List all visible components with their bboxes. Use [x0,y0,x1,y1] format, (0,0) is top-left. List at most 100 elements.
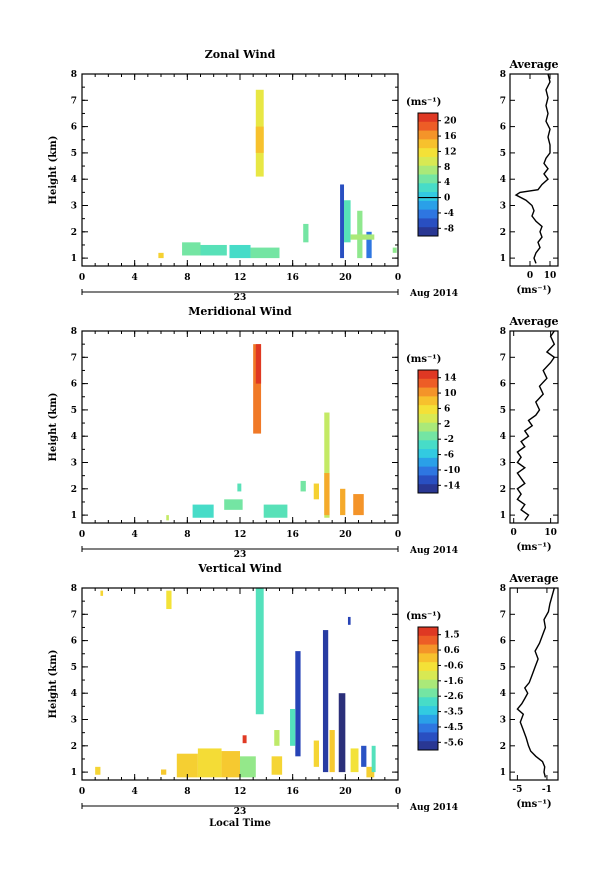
colorbar-tick-label: 12 [444,147,457,157]
data-patch [237,483,242,492]
profile-x-tick-label: -1 [542,785,552,795]
colorbar-tick-label: -2.6 [444,692,463,702]
profile-y-tick-label: 3 [500,716,506,726]
colorbar-label: (ms⁻¹) [406,97,441,108]
date-day-label: 23 [234,807,247,817]
data-patch [338,693,346,773]
data-patch [371,745,376,773]
colorbar-tick-label: -4.5 [444,723,463,733]
x-axis-label: Local Time [209,818,271,829]
colorbar-segment [418,697,438,707]
y-tick-label: 1 [71,768,77,778]
y-tick-label: 3 [71,202,77,212]
profile-y-tick-label: 6 [500,637,506,647]
profile-y-tick-label: 4 [500,432,506,442]
data-patch [250,247,280,259]
x-tick-label: 4 [132,273,138,283]
y-tick-label: 4 [71,689,77,699]
colorbar-segment [418,209,438,219]
colorbar-segment [418,387,438,397]
data-patch [350,748,359,773]
colorbar-segment [418,484,438,494]
colorbar-segment [418,113,438,123]
data-patch [182,242,201,256]
x-tick-label: 16 [286,787,299,797]
y-tick-label: 4 [71,432,77,442]
profile-line [514,73,551,264]
x-tick-label: 4 [132,787,138,797]
profile-line [516,330,556,521]
profile-y-tick-label: 3 [500,202,506,212]
data-patch [161,769,167,775]
colorbar-segment [418,148,438,158]
colorbar-segment [418,200,438,211]
profile-x-tick-label: 0 [527,271,533,281]
colorbar-segment [418,635,438,646]
data-patch [366,766,375,778]
profile-y-tick-label: 5 [500,663,506,673]
profile-y-tick-label: 1 [500,254,506,264]
y-tick-label: 6 [71,123,77,133]
profile-y-tick-label: 2 [500,228,506,238]
y-tick-label: 4 [71,175,77,185]
colorbar-segment [418,165,438,175]
profile-y-tick-label: 8 [500,70,506,80]
y-tick-label: 3 [71,459,77,469]
profile-line [516,587,555,778]
colorbar-segment [418,378,438,389]
profile-y-tick-label: 2 [500,742,506,752]
colorbar-segment [418,183,438,193]
data-patch [192,504,214,518]
y-tick-label: 2 [71,485,77,495]
x-tick-label: 20 [339,530,352,540]
y-tick-label: 6 [71,637,77,647]
colorbar-tick-label: 0 [444,194,450,204]
colorbar-segment [418,440,438,450]
colorbar-segment [418,422,438,432]
data-patch [271,756,283,775]
data-patch [95,766,101,775]
x-tick-label: 0 [79,787,85,797]
colorbar-segment [418,644,438,654]
x-tick-label: 8 [184,273,190,283]
colorbar-segment [418,174,438,184]
data-patch [166,590,172,610]
y-tick-label: 7 [71,353,77,363]
colorbar-segment [418,218,438,228]
data-patch [240,756,256,778]
colorbar-tick-label: -0.6 [444,661,463,671]
profile-y-tick-label: 3 [500,459,506,469]
profile-y-tick-label: 8 [500,584,506,594]
profile-x-tick-label: 10 [544,271,557,281]
panel-title: Zonal Wind [205,48,276,61]
x-tick-label: 0 [395,530,401,540]
data-patch [329,730,335,773]
data-patch [255,344,262,384]
profile-y-tick-label: 6 [500,123,506,133]
data-patch [366,231,372,259]
y-tick-label: 1 [71,511,77,521]
y-tick-label: 5 [71,406,77,416]
data-patch [200,244,227,256]
colorbar-segment [418,679,438,689]
data-patch [300,480,306,492]
data-patch [255,126,264,153]
data-patch [224,499,243,510]
x-tick-label: 0 [79,273,85,283]
data-patch [158,252,164,259]
data-patch [340,488,346,516]
y-axis-label: Height (km) [48,393,59,462]
profile-x-label: (ms⁻¹) [516,542,551,553]
profile-y-tick-label: 8 [500,327,506,337]
date-label: Aug 2014 [409,803,458,813]
colorbar-segment [418,662,438,672]
colorbar-frame [417,626,439,751]
colorbar-segment [418,723,438,733]
data-patch [166,515,169,521]
profile-title: Average [508,572,558,585]
profile-x-tick-label: 10 [544,528,557,538]
colorbar-tick-label: -10 [444,466,460,476]
colorbar-tick-label: -14 [444,481,460,491]
profile-y-tick-label: 4 [500,175,506,185]
